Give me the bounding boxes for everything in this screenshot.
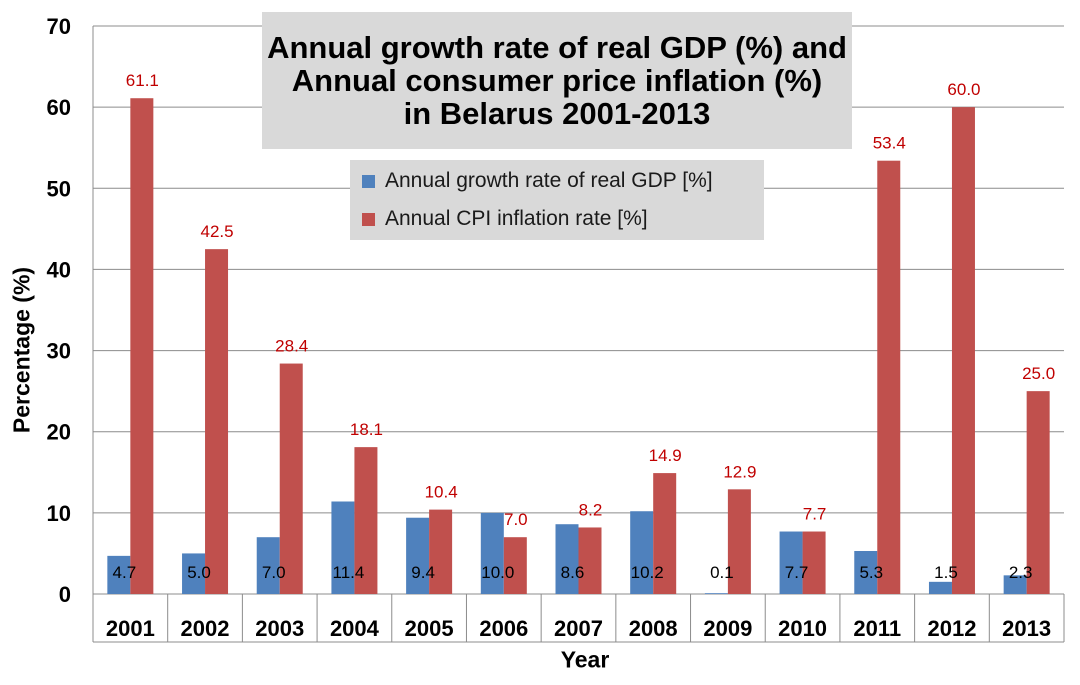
chart-title-line-3: in Belarus 2001-2013	[403, 96, 711, 131]
data-label-cpi: 25.0	[1022, 364, 1055, 383]
data-label-gdp: 7.7	[785, 563, 809, 582]
bar-cpi	[653, 473, 677, 594]
chart-title-line-1: Annual growth rate of real GDP (%) and	[267, 30, 847, 65]
y-axis-title: Percentage (%)	[8, 266, 35, 434]
data-label-gdp: 4.7	[113, 563, 137, 582]
data-label-gdp: 11.4	[333, 563, 365, 582]
bar-gdp	[406, 517, 430, 594]
y-tick-label: 20	[47, 420, 71, 445]
bar-gdp	[704, 593, 728, 594]
bar-cpi	[727, 489, 751, 594]
data-label-cpi: 18.1	[350, 420, 383, 439]
chart-title-line-2: Annual consumer price inflation (%)	[291, 63, 823, 98]
chart-title-box: Annual growth rate of real GDP (%) and A…	[262, 12, 852, 149]
legend-swatch-cpi	[362, 212, 375, 226]
x-tick-label: 2001	[106, 616, 155, 641]
bar-gdp	[256, 537, 280, 594]
y-tick-label: 30	[47, 339, 71, 364]
data-label-gdp: 10.0	[481, 563, 514, 582]
x-tick-label: 2005	[405, 616, 454, 641]
legend-item-gdp: Annual growth rate of real GDP [%]	[362, 169, 713, 193]
data-label-gdp: 10.2	[631, 563, 664, 582]
data-label-cpi: 14.9	[649, 446, 682, 465]
data-label-cpi: 61.1	[126, 71, 159, 90]
bar-gdp	[630, 511, 654, 594]
y-tick-label: 0	[59, 582, 71, 607]
x-tick-label: 2009	[703, 616, 752, 641]
bar-gdp	[555, 524, 579, 594]
y-tick-label: 60	[47, 95, 71, 120]
data-label-cpi: 10.4	[425, 483, 458, 502]
y-tick-label: 50	[47, 176, 71, 201]
x-tick-label: 2004	[330, 616, 380, 641]
data-label-gdp: 9.4	[411, 563, 435, 582]
legend-label-cpi: Annual CPI inflation rate [%]	[385, 207, 648, 230]
bar-gdp	[928, 581, 952, 594]
data-label-gdp: 7.0	[262, 563, 286, 582]
x-tick-label: 2002	[181, 616, 230, 641]
legend: Annual growth rate of real GDP [%] Annua…	[350, 160, 764, 240]
data-label-gdp: 5.3	[859, 563, 883, 582]
bar-cpi	[205, 249, 229, 594]
bar-gdp	[779, 531, 803, 594]
bar-cpi	[279, 363, 303, 594]
bar-gdp	[1003, 575, 1027, 594]
bar-cpi	[877, 160, 901, 594]
data-label-gdp: 8.6	[561, 563, 585, 582]
bar-gdp	[331, 501, 355, 594]
bar-cpi	[1026, 391, 1050, 594]
bar-cpi	[130, 98, 154, 595]
bar-cpi	[429, 509, 453, 594]
x-axis-title: Year	[560, 646, 610, 673]
data-label-cpi: 53.4	[873, 134, 906, 153]
data-label-cpi: 28.4	[275, 337, 308, 356]
bar-cpi	[578, 527, 602, 594]
legend-item-cpi: Annual CPI inflation rate [%]	[362, 207, 648, 231]
x-tick-label: 2003	[255, 616, 304, 641]
data-label-cpi: 7.7	[803, 505, 827, 524]
data-label-cpi: 7.0	[504, 510, 528, 529]
bar-cpi	[503, 537, 527, 594]
legend-label-gdp: Annual growth rate of real GDP [%]	[385, 169, 713, 192]
y-tick-label: 70	[47, 14, 71, 39]
bar-cpi	[354, 447, 378, 594]
data-label-cpi: 8.2	[579, 500, 603, 519]
x-tick-label: 2010	[778, 616, 827, 641]
data-label-cpi: 60.0	[947, 80, 980, 99]
x-tick-label: 2008	[629, 616, 678, 641]
data-label-gdp: 5.0	[187, 563, 211, 582]
x-tick-label: 2006	[479, 616, 528, 641]
x-tick-label: 2012	[927, 616, 976, 641]
y-tick-label: 10	[47, 501, 71, 526]
y-tick-label: 40	[47, 257, 71, 282]
data-label-gdp: 1.5	[934, 563, 958, 582]
data-label-gdp: 0.1	[710, 563, 734, 582]
data-label-gdp: 2.3	[1009, 563, 1033, 582]
legend-swatch-gdp	[362, 174, 375, 188]
bar-gdp	[182, 553, 206, 594]
x-tick-label: 2007	[554, 616, 603, 641]
bar-cpi	[951, 107, 975, 595]
bar-gdp	[480, 512, 504, 594]
bar-gdp	[854, 550, 878, 594]
data-label-cpi: 42.5	[200, 222, 233, 241]
bar-cpi	[802, 531, 826, 594]
x-tick-label: 2013	[1002, 616, 1051, 641]
bar-gdp	[107, 555, 131, 594]
x-tick-label: 2011	[853, 616, 901, 641]
data-label-cpi: 12.9	[723, 462, 756, 481]
